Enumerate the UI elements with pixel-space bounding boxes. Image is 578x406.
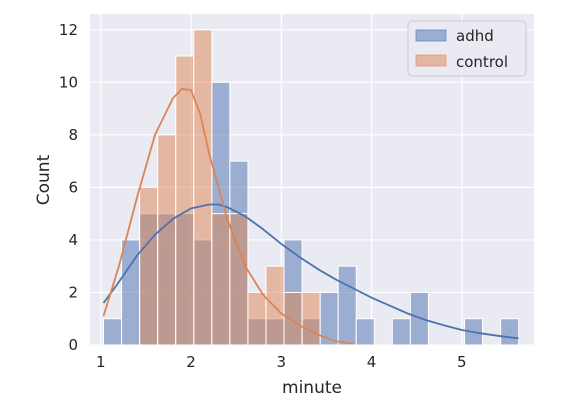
kde-curves bbox=[102, 88, 519, 345]
y-tick-label: 12 bbox=[59, 21, 78, 39]
kde-line-control bbox=[102, 88, 354, 345]
legend-swatch-adhd bbox=[415, 29, 447, 42]
x-tick-label: 5 bbox=[457, 353, 467, 371]
legend-swatch-control bbox=[415, 54, 447, 67]
bar-control bbox=[265, 265, 285, 346]
y-tick-label: 0 bbox=[68, 336, 78, 354]
y-axis-label: Count bbox=[34, 154, 54, 205]
legend: adhd control bbox=[407, 20, 527, 77]
y-tick-label: 10 bbox=[59, 73, 78, 91]
kde-line-adhd bbox=[102, 203, 519, 340]
bar-control bbox=[301, 291, 321, 346]
legend-label-control: control bbox=[456, 53, 508, 71]
bar-control bbox=[157, 134, 177, 346]
bar-adhd bbox=[391, 318, 411, 346]
x-tick-label: 4 bbox=[367, 353, 377, 371]
x-tick-label: 3 bbox=[277, 353, 287, 371]
bar-control bbox=[193, 29, 213, 346]
y-axis-ticks: 0 2 4 6 8 10 12 bbox=[59, 21, 78, 354]
histogram-bars bbox=[103, 29, 520, 346]
bar-adhd bbox=[337, 265, 357, 346]
bar-adhd bbox=[103, 318, 123, 346]
bar-control bbox=[211, 213, 231, 346]
bar-control bbox=[283, 291, 303, 346]
y-tick-label: 8 bbox=[68, 126, 78, 144]
bar-adhd bbox=[409, 291, 429, 346]
bar-control bbox=[175, 55, 195, 346]
x-axis-label: minute bbox=[282, 378, 342, 398]
y-tick-label: 2 bbox=[68, 283, 78, 301]
x-tick-label: 1 bbox=[96, 353, 106, 371]
bar-adhd bbox=[355, 318, 375, 346]
legend-label-adhd: adhd bbox=[456, 27, 494, 45]
bar-control bbox=[139, 186, 159, 346]
y-tick-label: 6 bbox=[68, 178, 78, 196]
x-axis-ticks: 1 2 3 4 5 bbox=[96, 353, 467, 371]
bar-control bbox=[247, 291, 267, 346]
bar-adhd bbox=[500, 318, 520, 346]
x-tick-label: 2 bbox=[186, 353, 196, 371]
y-tick-label: 4 bbox=[68, 231, 78, 249]
